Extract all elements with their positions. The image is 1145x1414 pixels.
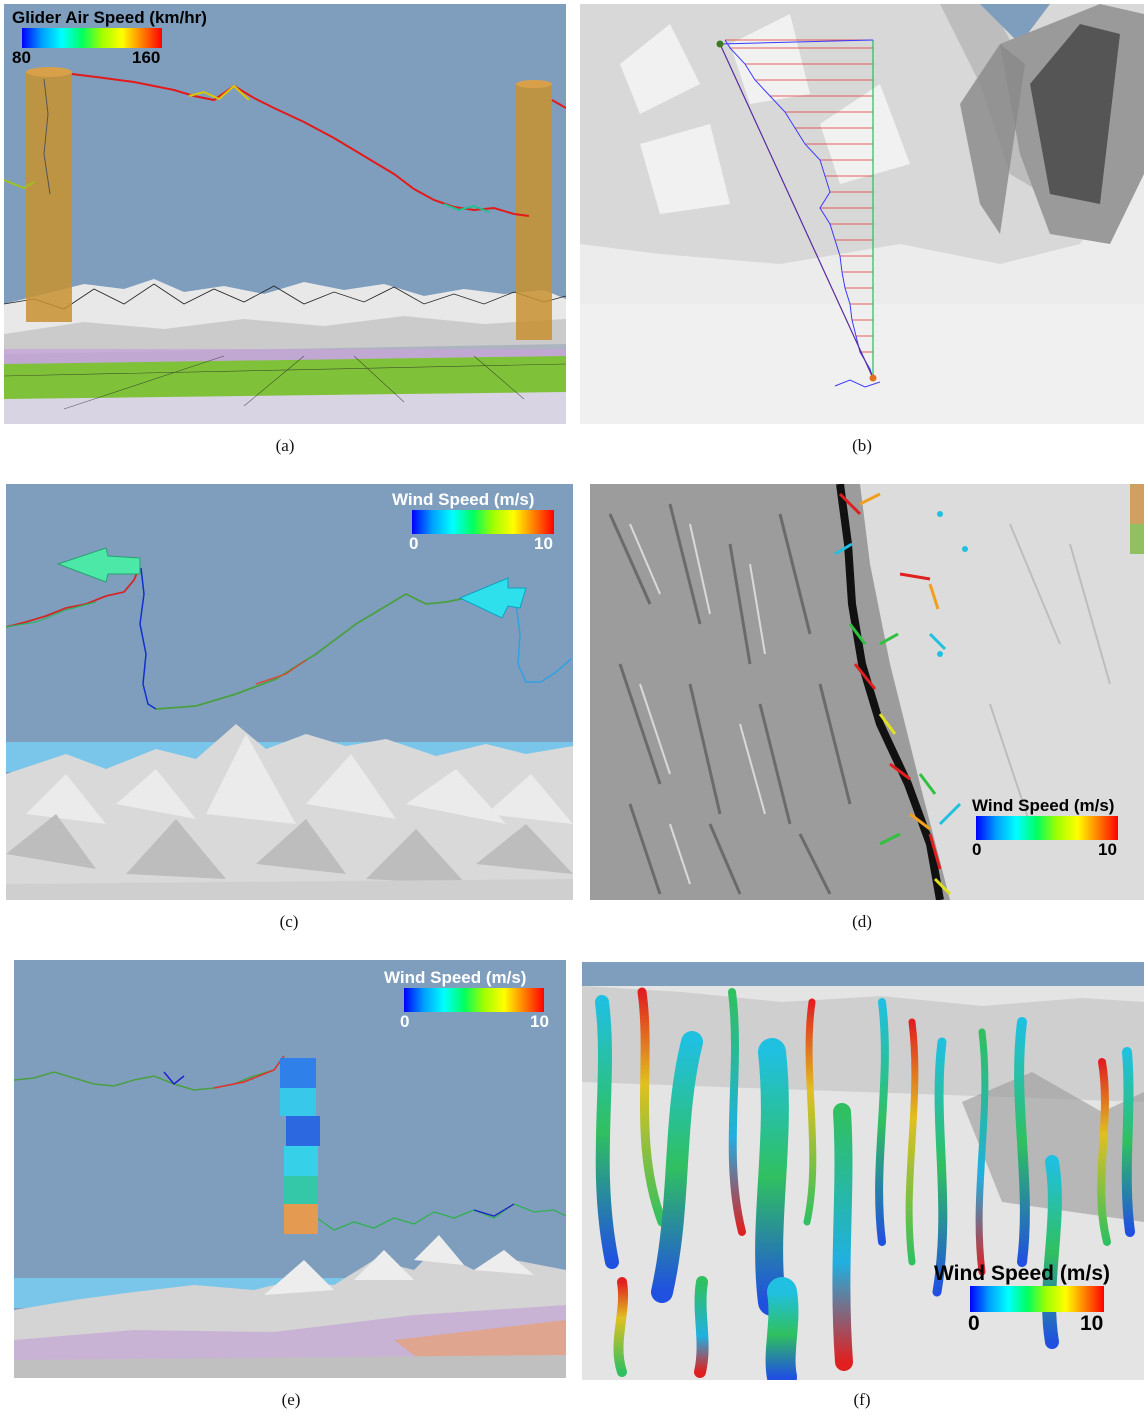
panel-d-legend-max: 10: [1098, 840, 1117, 859]
panel-c-render: [6, 484, 573, 900]
panel-e-colorbar: [404, 988, 544, 1012]
panel-b-render: [580, 4, 1144, 424]
panel-c: Wind Speed (m/s) 0 10: [6, 484, 573, 900]
panel-d-legend-min: 0: [972, 840, 982, 859]
panel-e-legend-max: 10: [530, 1012, 549, 1031]
panel-d-colorbar: [976, 816, 1118, 840]
panel-d-legend: Wind Speed (m/s) 0 10: [968, 796, 1144, 860]
panel-a-legend-title: Glider Air Speed (km/hr): [12, 8, 207, 27]
panel-e-legend-ticks: 0 10: [380, 1012, 566, 1032]
panel-c-colorbar: [412, 510, 554, 534]
panel-e-legend: Wind Speed (m/s) 0 10: [380, 968, 566, 1032]
panel-d-legend-ticks: 0 10: [968, 840, 1144, 860]
panel-c-legend-min: 0: [409, 534, 419, 553]
panel-c-legend-ticks: 0 10: [384, 534, 573, 554]
panel-e-render: [14, 960, 566, 1378]
panel-a-legend-ticks: 80 160: [12, 48, 192, 68]
caption-d: (d): [852, 912, 872, 931]
panel-f-legend: Wind Speed (m/s) 0 10: [934, 1262, 1144, 1338]
panel-f-colorbar: [970, 1286, 1104, 1312]
caption-a: (a): [275, 436, 295, 455]
caption-f: (f): [853, 1390, 871, 1409]
panel-f-legend-min: 0: [968, 1312, 980, 1335]
panel-a-colorbar: [22, 28, 162, 48]
panel-a-render: [4, 4, 566, 424]
panel-e-legend-title: Wind Speed (m/s): [384, 968, 527, 987]
panel-d-legend-title: Wind Speed (m/s): [972, 796, 1115, 815]
panel-e-legend-min: 0: [400, 1012, 410, 1031]
caption-e: (e): [281, 1390, 301, 1409]
panel-a-legend-max: 160: [132, 48, 161, 67]
panel-b: [580, 4, 1144, 424]
panel-e: Wind Speed (m/s) 0 10: [14, 960, 566, 1378]
panel-d: Wind Speed (m/s) 0 10: [590, 484, 1144, 900]
panel-c-legend-title: Wind Speed (m/s): [392, 490, 535, 509]
panel-a-legend: Glider Air Speed (km/hr) 80 160: [12, 8, 207, 68]
panel-f-legend-ticks: 0 10: [934, 1312, 1144, 1338]
panel-f-legend-title: Wind Speed (m/s): [934, 1262, 1110, 1285]
panel-a-legend-min: 80: [12, 48, 31, 67]
caption-b: (b): [852, 436, 872, 455]
panel-a: Glider Air Speed (km/hr) 80 160: [4, 4, 566, 424]
panel-c-legend: Wind Speed (m/s) 0 10: [384, 490, 573, 554]
panel-c-legend-max: 10: [534, 534, 553, 553]
caption-c: (c): [279, 912, 299, 931]
panel-f: Wind Speed (m/s) 0 10: [582, 962, 1144, 1380]
panel-f-legend-max: 10: [1080, 1312, 1104, 1335]
